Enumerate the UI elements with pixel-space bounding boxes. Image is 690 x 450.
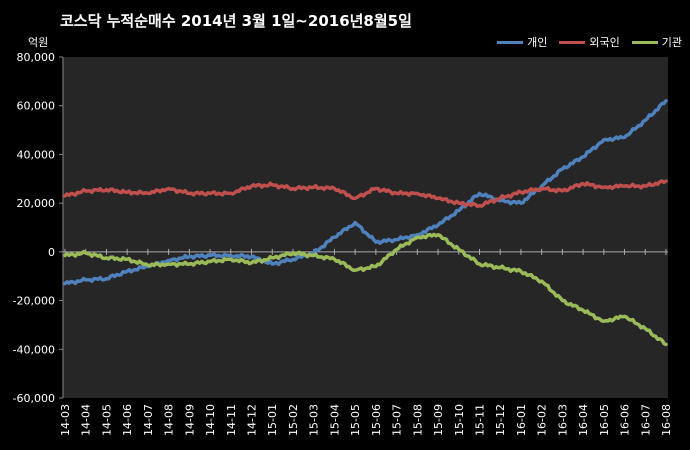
x-tick-label: 15-07 (391, 404, 404, 436)
x-tick-label: 15-12 (494, 404, 507, 436)
x-tick-label: 14-05 (100, 404, 113, 436)
x-tick-label: 14-03 (59, 404, 72, 436)
axes: 80,000 60,000 40,000 20,000 0 -20,000 -40,000 -… (13, 51, 673, 436)
series-line-individual (63, 99, 668, 286)
legend-label-institution: 기관 (661, 36, 682, 49)
y-axis-unit-label: 억원 (28, 36, 49, 49)
legend-item-institution: 기관 (631, 34, 682, 50)
legend-label-individual: 개인 (527, 36, 548, 49)
x-tick-label: 14-04 (80, 404, 93, 436)
legend-item-individual: 개인 (497, 34, 547, 50)
x-tick-label: 15-02 (287, 404, 300, 436)
y-tick-label: -60,000 (13, 392, 55, 405)
x-tick-label: 15-05 (349, 404, 362, 436)
x-tick-label: 16-02 (536, 404, 549, 436)
x-tick-label: 16-08 (660, 404, 673, 436)
legend-swatch-individual (497, 40, 524, 44)
x-tick-label: 14-07 (142, 404, 155, 436)
x-tick-label: 14-08 (163, 404, 176, 436)
y-tick-label: 60,000 (17, 100, 56, 113)
x-tick-label: 15-04 (328, 404, 341, 436)
x-tick-label: 16-07 (639, 404, 652, 436)
y-tick-label: -40,000 (13, 343, 55, 356)
y-tick-label: -20,000 (13, 295, 55, 308)
x-tick-label: 15-03 (308, 404, 321, 436)
y-tick-label: 80,000 (17, 51, 56, 64)
chart-title: 코스닥 누적순매수 2014년 3월 1일~2016년8월5일 (60, 12, 412, 30)
x-tick-label: 16-03 (556, 404, 569, 436)
y-tick-label: 20,000 (17, 197, 56, 210)
plot-area (63, 57, 668, 398)
x-tick-label: 16-04 (577, 404, 590, 436)
x-tick-label: 15-01 (266, 404, 279, 436)
x-tick-label: 16-06 (619, 404, 632, 436)
series-lines (63, 99, 668, 347)
series-line-institution (63, 232, 668, 347)
x-tick-label: 14-10 (204, 404, 217, 436)
y-tick-label: 40,000 (17, 148, 56, 161)
x-tick-label: 14-12 (246, 404, 259, 436)
legend-swatch-institution (631, 40, 658, 44)
x-tick-label: 16-01 (515, 404, 528, 436)
x-tick-label: 15-06 (370, 404, 383, 436)
series-line-foreign (63, 179, 668, 209)
y-tick-label: 0 (48, 246, 55, 259)
legend-item-foreign: 외국인 (559, 34, 620, 50)
legend-label-foreign: 외국인 (589, 36, 620, 49)
x-tick-label: 15-10 (453, 404, 466, 436)
x-tick-label: 14-11 (225, 404, 238, 436)
x-tick-label: 14-09 (183, 404, 196, 436)
x-tick-label: 14-06 (121, 404, 134, 436)
legend: 개인 외국인 기관 (497, 34, 682, 50)
x-tick-label: 15-08 (411, 404, 424, 436)
x-tick-label: 15-09 (432, 404, 445, 436)
x-tick-label: 15-11 (473, 404, 486, 436)
x-tick-label: 16-05 (598, 404, 611, 436)
legend-swatch-foreign (559, 40, 586, 44)
